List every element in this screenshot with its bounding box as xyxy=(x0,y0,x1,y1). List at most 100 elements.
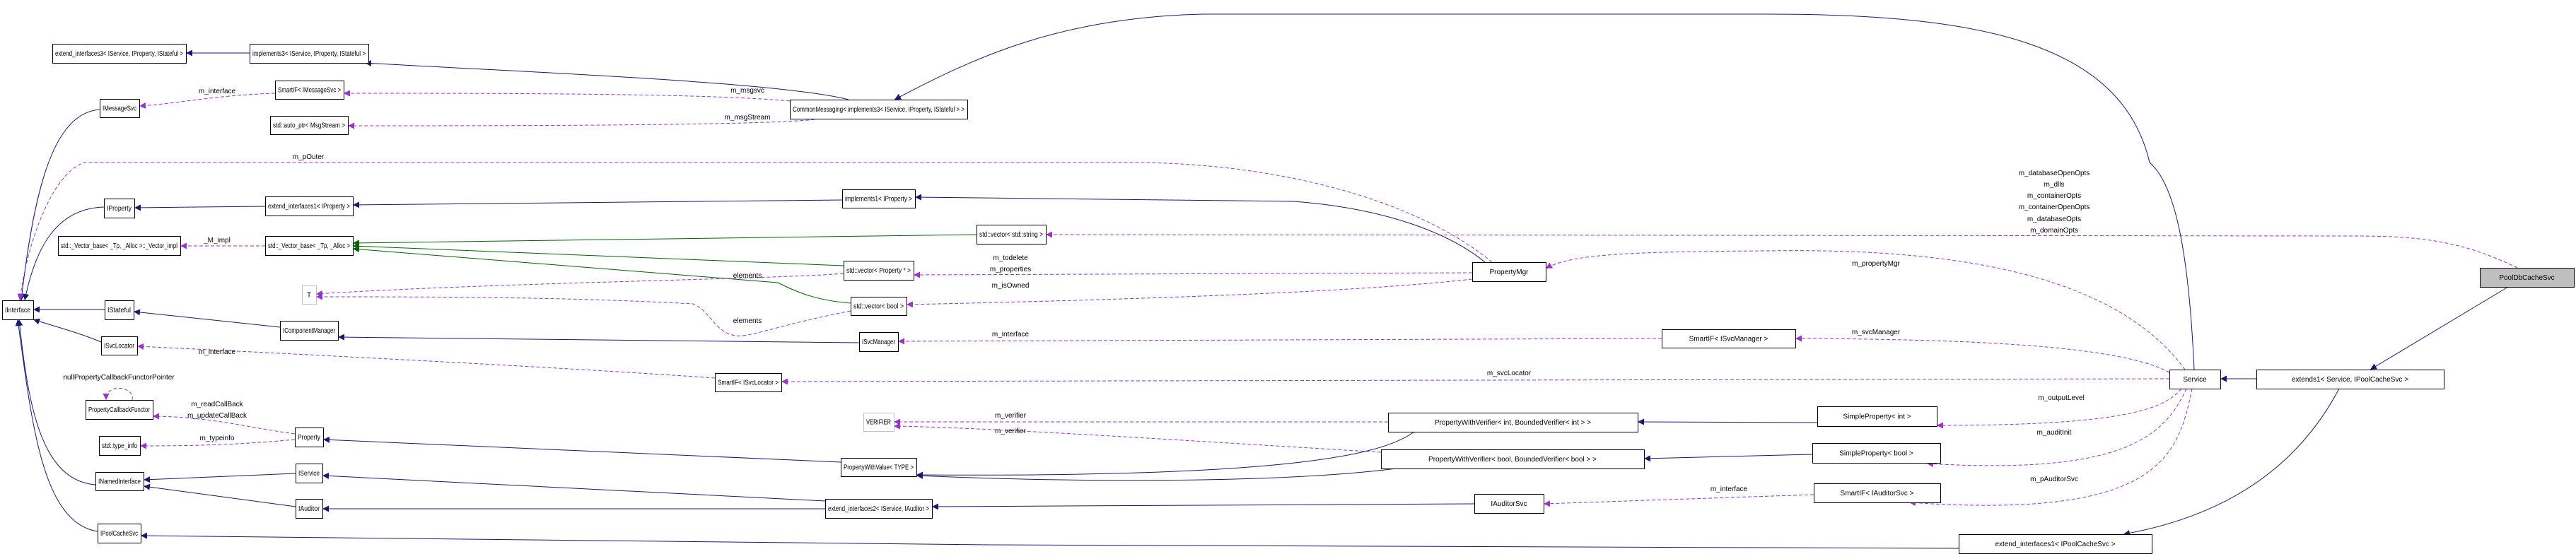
edge-label: m_domainOpts xyxy=(2030,227,2078,235)
edge-label: m_msgsvc xyxy=(730,87,764,95)
edge-label: m_pOuter xyxy=(293,153,325,161)
node-icomponentmanager[interactable]: IComponentManager xyxy=(280,321,339,341)
edge-pwvalue-property xyxy=(322,436,841,463)
node-propertymgr[interactable]: PropertyMgr xyxy=(1472,262,1546,282)
edge-commsg-impl3 xyxy=(364,60,849,100)
node-label: IComponentManager xyxy=(283,327,336,335)
node-iinterface[interactable]: IInterface xyxy=(2,300,34,320)
edge-iprop-iinterface xyxy=(23,206,105,301)
edge-isvcman-icomp xyxy=(337,334,860,343)
node-label: T xyxy=(307,292,311,300)
node-label: CommonMessaging< implements3< IService, … xyxy=(793,106,964,114)
node-label: SimpleProperty< int > xyxy=(1843,413,1911,421)
node-simpleproperty-int[interactable]: SimpleProperty< int > xyxy=(1817,406,1937,427)
node-smartif-iauditorsvc[interactable]: SmartIF< IAuditorSvc > xyxy=(1814,483,1941,503)
node-vector-base[interactable]: std::_Vector_base< _Tp, _Alloc > xyxy=(265,236,354,256)
node-commonmessaging[interactable]: CommonMessaging< implements3< IService, … xyxy=(790,100,968,119)
node-label: std::type_info xyxy=(102,442,137,450)
node-vector-impl[interactable]: std::_Vector_base< _Tp, _Alloc >::_Vecto… xyxy=(58,236,181,256)
node-label: extend_interfaces3< IService, IProperty,… xyxy=(55,50,183,58)
edge-label: m_svcLocator xyxy=(1487,370,1532,377)
node-label: PropertyMgr xyxy=(1489,269,1529,276)
edge-pwvint-pwvalue xyxy=(916,431,1415,478)
node-label: extend_interfaces2< IService, IAuditor > xyxy=(828,505,929,513)
edge-ext1pool-ipool xyxy=(140,532,1959,549)
edge-pooldb-vstring xyxy=(1045,231,2518,269)
node-label: SmartIF< ISvcLocator > xyxy=(718,379,779,387)
node-ipoolcachesvc[interactable]: IPoolCacheSvc xyxy=(98,524,141,543)
node-extend-interfaces3[interactable]: extend_interfaces3< IService, IProperty,… xyxy=(52,44,187,64)
node-propertywithvalue[interactable]: PropertyWithValue< TYPE > xyxy=(841,458,917,477)
node-label: std::vector< std::string > xyxy=(979,231,1043,239)
node-extends1[interactable]: extends1< Service, IPoolCacheSvc > xyxy=(2256,370,2444,389)
node-property[interactable]: Property xyxy=(295,428,324,447)
edge-pooldb-extends1 xyxy=(2370,286,2509,370)
nodes: extend_interfaces3< IService, IProperty,… xyxy=(2,44,2575,554)
edge-property-pcf xyxy=(152,413,296,435)
node-label: IPoolCacheSvc xyxy=(100,530,138,538)
node-propertycallbackfunctor[interactable]: PropertyCallbackFunctor xyxy=(86,400,153,420)
node-service[interactable]: Service xyxy=(2169,370,2221,389)
node-label: std::auto_ptr< MsgStream > xyxy=(273,122,345,130)
edge-ext2-iservice xyxy=(322,472,826,502)
node-vector-property-ptr[interactable]: std::vector< Property * > xyxy=(844,261,914,281)
node-label: SimpleProperty< bool > xyxy=(1839,450,1913,458)
node-verifier: VERIFIER xyxy=(863,413,894,432)
node-pooldbcachesvc[interactable]: PoolDbCacheSvc xyxy=(2480,268,2575,288)
node-implements1-iproperty[interactable]: implements1< IProperty > xyxy=(842,189,916,208)
edge-propmgr-impl1 xyxy=(914,194,1486,263)
edge-spbool-pwvbool xyxy=(1643,454,1813,462)
edge-label: m_properties xyxy=(990,266,1031,273)
edge-propmgr-iinterface xyxy=(17,162,1493,301)
node-implements3[interactable]: implements3< IService, IProperty, IState… xyxy=(250,44,369,64)
node-smartif-isvclocator[interactable]: SmartIF< ISvcLocator > xyxy=(715,373,782,392)
node-iauditorsvc[interactable]: IAuditorSvc xyxy=(1474,494,1544,514)
edge-labels: m_interface m_msgsvc m_msgStream m_pOute… xyxy=(63,87,2090,493)
node-vector-string[interactable]: std::vector< std::string > xyxy=(977,225,1047,244)
edge-propmgr-vbool xyxy=(906,278,1473,308)
node-isvclocator[interactable]: ISvcLocator xyxy=(101,336,138,355)
edge-label: m_auditInit xyxy=(2037,429,2072,437)
node-label: SmartIF< IAuditorSvc > xyxy=(1841,490,1914,497)
edge-vbool-vbase xyxy=(352,246,851,304)
edge-service-commsg xyxy=(894,13,2195,370)
node-label: PropertyWithValue< TYPE > xyxy=(844,464,914,472)
node-type-info[interactable]: std::type_info xyxy=(99,436,141,456)
node-label: extend_interfaces1< IPoolCacheSvc > xyxy=(1995,541,2115,548)
edge-label: elements xyxy=(733,272,762,280)
node-label: implements1< IProperty > xyxy=(845,196,912,204)
edge-label: m_pAuditorSvc xyxy=(2030,476,2078,483)
node-label: IInterface xyxy=(5,307,30,314)
node-extend-interfaces2[interactable]: extend_interfaces2< IService, IAuditor > xyxy=(825,499,933,519)
edge-label: elements xyxy=(733,317,762,325)
node-iproperty[interactable]: IProperty xyxy=(104,199,135,218)
edge-pcf-self xyxy=(103,388,133,401)
edge-label: m_databaseOpts xyxy=(2027,216,2081,223)
node-propertywithverifier-int[interactable]: PropertyWithVerifier< int, BoundedVerifi… xyxy=(1388,413,1638,432)
node-iservice[interactable]: IService xyxy=(296,464,323,483)
node-smartif-imessagesvc[interactable]: SmartIF< IMessageSvc > xyxy=(275,81,344,100)
node-label: SmartIF< ISvcManager > xyxy=(1689,336,1768,343)
node-simpleproperty-bool[interactable]: SimpleProperty< bool > xyxy=(1812,443,1941,464)
node-istateful[interactable]: IStateful xyxy=(105,300,134,320)
node-propertywithverifier-bool[interactable]: PropertyWithVerifier< bool, BoundedVerif… xyxy=(1381,449,1645,469)
node-inamedinterface[interactable]: INamedInterface xyxy=(95,472,144,491)
edge-label: m_outputLevel xyxy=(2038,394,2085,402)
node-extend-interfaces1-ipoolcachesvc[interactable]: extend_interfaces1< IPoolCacheSvc > xyxy=(1959,534,2152,554)
node-auto-ptr-msgstream[interactable]: std::auto_ptr< MsgStream > xyxy=(270,116,349,135)
edge-imsg-iinterface xyxy=(18,109,100,301)
node-imessagesvc[interactable]: IMessageSvc xyxy=(100,99,140,118)
edge-iauditor-inamed xyxy=(143,483,296,507)
edge-service-propmgr xyxy=(1545,250,2186,370)
node-isvcmanager[interactable]: ISvcManager xyxy=(859,332,899,352)
node-vector-bool[interactable]: std::vector< bool > xyxy=(851,297,907,316)
node-label: Service xyxy=(2183,376,2207,384)
edge-commsg-smartmsg xyxy=(343,90,791,102)
node-extend-interfaces1-iproperty[interactable]: extend_interfaces1< IProperty > xyxy=(265,196,354,216)
edge-label: m_databaseOpenOpts xyxy=(2019,170,2090,177)
edge-propmgr-vprop xyxy=(913,271,1473,278)
node-smartif-isvcmanager[interactable]: SmartIF< ISvcManager > xyxy=(1662,329,1796,348)
node-label: VERIFIER xyxy=(866,419,891,427)
node-iauditor[interactable]: IAuditor xyxy=(296,499,323,519)
